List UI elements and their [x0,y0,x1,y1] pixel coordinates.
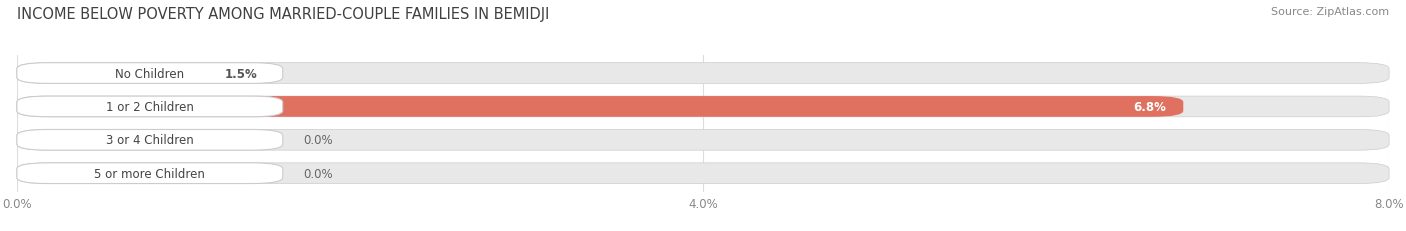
FancyBboxPatch shape [17,163,283,184]
FancyBboxPatch shape [17,130,283,151]
Text: 3 or 4 Children: 3 or 4 Children [105,134,194,147]
FancyBboxPatch shape [17,64,1389,84]
FancyBboxPatch shape [17,97,1184,117]
FancyBboxPatch shape [17,163,1389,184]
Text: No Children: No Children [115,67,184,80]
Text: 0.0%: 0.0% [304,167,333,180]
Text: 6.8%: 6.8% [1133,100,1166,113]
Text: 0.0%: 0.0% [304,134,333,147]
Text: 5 or more Children: 5 or more Children [94,167,205,180]
Text: 1.5%: 1.5% [225,67,257,80]
Text: 1 or 2 Children: 1 or 2 Children [105,100,194,113]
Text: Source: ZipAtlas.com: Source: ZipAtlas.com [1271,7,1389,17]
FancyBboxPatch shape [17,64,274,84]
FancyBboxPatch shape [17,130,1389,151]
FancyBboxPatch shape [17,97,283,117]
FancyBboxPatch shape [17,97,1389,117]
FancyBboxPatch shape [17,64,283,84]
Text: INCOME BELOW POVERTY AMONG MARRIED-COUPLE FAMILIES IN BEMIDJI: INCOME BELOW POVERTY AMONG MARRIED-COUPL… [17,7,550,22]
